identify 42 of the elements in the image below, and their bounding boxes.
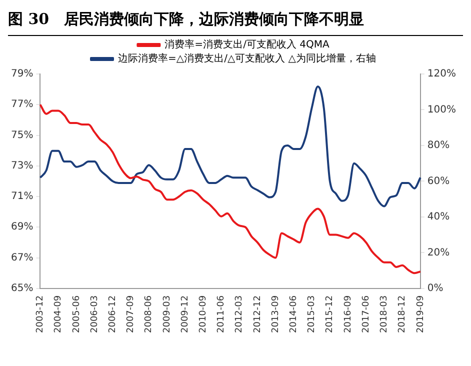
y-tick-label: 75% bbox=[10, 130, 34, 141]
y2-tick-label: 100% bbox=[427, 104, 456, 116]
y-tick-label: 77% bbox=[10, 99, 34, 110]
x-tick-label: 2007-09 bbox=[126, 295, 136, 334]
y2-tick-label: 120% bbox=[427, 68, 456, 80]
y-tick-label: 65% bbox=[10, 282, 34, 294]
y-tick-label: 67% bbox=[10, 252, 34, 264]
x-tick-label: 2012-03 bbox=[234, 295, 245, 334]
y-tick-label: 79% bbox=[10, 68, 34, 80]
x-tick-label: 2017-06 bbox=[361, 295, 372, 334]
line-series bbox=[39, 86, 422, 208]
x-tick-label: 2019-09 bbox=[416, 295, 426, 334]
x-tick-label: 2015-12 bbox=[325, 295, 336, 334]
y2-tick-label: 60% bbox=[427, 176, 450, 187]
x-tick-label: 2004-09 bbox=[54, 295, 64, 334]
y2-tick-label: 0% bbox=[427, 282, 444, 294]
x-tick-label: 2006-12 bbox=[108, 295, 118, 334]
legend-label: 消费率=消费支出/可支配收入 4QMA bbox=[164, 38, 330, 51]
y-tick-label: 69% bbox=[10, 222, 34, 233]
x-tick-label: 2003-12 bbox=[36, 295, 46, 334]
x-tick-label: 2015-03 bbox=[307, 295, 318, 334]
x-tick-label: 2006-03 bbox=[90, 295, 100, 334]
y-tick-label: 71% bbox=[10, 191, 34, 202]
x-tick-label: 2018-03 bbox=[380, 295, 390, 334]
x-tick-label: 2010-09 bbox=[198, 295, 209, 334]
x-tick-label: 2009-12 bbox=[180, 295, 190, 334]
x-tick-label: 2013-09 bbox=[270, 295, 281, 334]
x-tick-label: 2005-06 bbox=[72, 295, 82, 334]
legend-label: 边际消费率=△消费支出/△可支配收入 △为同比增量，右轴 bbox=[118, 52, 376, 65]
x-tick-label: 2014-06 bbox=[289, 295, 300, 334]
x-tick-label: 2012-12 bbox=[252, 295, 263, 334]
x-tick-label: 2009-03 bbox=[162, 295, 172, 334]
chart-title: 图 30 居民消费倾向下降，边际消费倾向下降不明显 bbox=[8, 8, 463, 36]
y2-tick-label: 40% bbox=[427, 212, 450, 223]
x-tick-label: 2011-06 bbox=[216, 295, 227, 334]
y2-tick-label: 20% bbox=[427, 247, 450, 258]
x-tick-label: 2018-12 bbox=[398, 295, 408, 334]
x-tick-label: 2008-06 bbox=[144, 295, 154, 334]
y-tick-label: 73% bbox=[10, 160, 34, 172]
line-series bbox=[39, 104, 422, 274]
y2-tick-label: 80% bbox=[427, 140, 450, 152]
x-tick-label: 2016-09 bbox=[343, 295, 354, 334]
